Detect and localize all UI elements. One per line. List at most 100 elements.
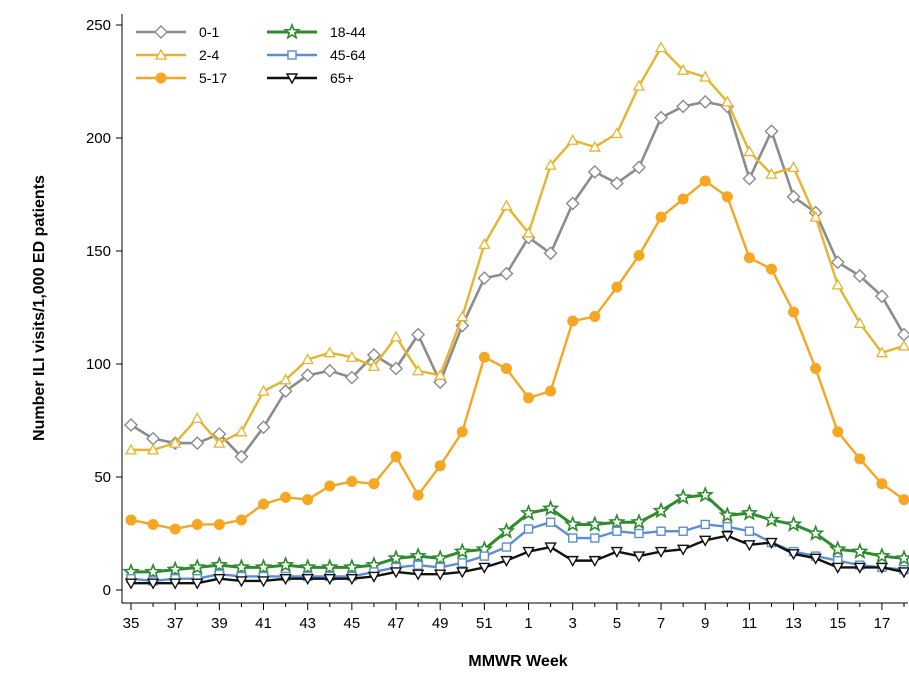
data-point	[323, 574, 336, 586]
data-point	[610, 127, 623, 139]
data-point	[743, 145, 756, 157]
data-point	[478, 351, 490, 363]
data-point	[898, 494, 909, 506]
data-point	[302, 494, 314, 506]
x-tick-label: 43	[299, 615, 316, 632]
data-point	[809, 210, 822, 222]
data-point	[588, 140, 601, 152]
y-tick-label: 200	[86, 130, 111, 147]
data-point	[389, 330, 403, 342]
data-point	[543, 246, 558, 261]
data-point	[453, 542, 472, 560]
data-point	[144, 562, 162, 580]
data-point	[830, 255, 845, 270]
data-point	[124, 443, 138, 455]
data-point	[831, 278, 844, 290]
data-point	[608, 512, 626, 530]
legend-swatch-marker	[283, 22, 301, 40]
data-point	[853, 316, 866, 328]
data-point	[256, 420, 271, 435]
data-point	[523, 392, 535, 404]
data-point	[787, 161, 800, 173]
data-point	[676, 99, 691, 114]
data-point	[721, 191, 733, 203]
data-point	[897, 567, 909, 579]
data-point	[545, 385, 557, 397]
data-point	[257, 576, 270, 588]
data-point	[213, 574, 226, 586]
data-point	[586, 515, 604, 532]
data-point	[897, 339, 909, 351]
data-point	[523, 524, 534, 534]
data-point	[634, 528, 644, 539]
data-point	[168, 578, 182, 590]
data-point	[279, 373, 292, 385]
data-point	[611, 281, 623, 293]
legend-swatch-marker	[287, 50, 297, 60]
data-point	[367, 359, 381, 371]
data-point	[258, 498, 270, 510]
legend-label: 18-44	[330, 24, 366, 40]
data-point	[852, 268, 867, 283]
data-point	[456, 567, 469, 579]
data-point	[412, 489, 424, 501]
legend-label: 45-64	[330, 47, 366, 63]
data-point	[499, 266, 514, 281]
legend-item: 45-64	[267, 47, 366, 63]
data-point	[210, 555, 229, 573]
data-point	[610, 546, 624, 559]
series-line	[131, 46, 905, 452]
data-point	[125, 514, 137, 526]
data-point	[278, 384, 293, 399]
data-point	[589, 311, 601, 323]
data-point	[674, 488, 692, 505]
x-tick-label: 13	[785, 615, 802, 632]
data-point	[367, 571, 381, 583]
legend-swatch-marker	[154, 48, 168, 60]
x-tick-label: 37	[167, 615, 184, 632]
data-point	[743, 252, 755, 264]
series-line	[131, 493, 905, 574]
data-point	[500, 555, 513, 568]
data-point	[873, 546, 891, 564]
data-point	[146, 443, 160, 455]
data-point	[545, 517, 556, 527]
data-point	[632, 551, 646, 563]
data-point	[632, 79, 646, 91]
data-point	[806, 524, 825, 541]
data-point	[169, 523, 181, 535]
data-point	[875, 562, 889, 574]
legend-item: 2-4	[136, 47, 219, 63]
data-point	[765, 537, 778, 549]
data-point	[609, 176, 624, 191]
data-point	[612, 526, 622, 536]
data-point	[677, 193, 689, 205]
data-point	[191, 578, 204, 590]
series-line	[130, 100, 906, 458]
y-tick-label: 0	[103, 582, 111, 599]
data-point	[788, 306, 800, 318]
data-point	[522, 226, 535, 238]
data-point	[478, 562, 491, 574]
data-point	[409, 546, 427, 564]
data-point	[320, 558, 339, 575]
data-point	[541, 499, 560, 517]
data-point	[588, 555, 601, 568]
data-point	[854, 453, 866, 465]
data-point	[566, 133, 579, 145]
data-point	[696, 485, 715, 503]
y-tick-label: 150	[86, 243, 111, 260]
x-tick-label: 5	[613, 615, 621, 632]
data-point	[190, 436, 205, 451]
data-point	[146, 431, 161, 446]
data-point	[764, 124, 779, 139]
data-point	[500, 363, 512, 375]
legend-swatch-marker	[155, 72, 167, 84]
data-point	[456, 310, 469, 322]
data-point	[568, 533, 578, 543]
data-point	[411, 569, 425, 581]
data-point	[630, 512, 648, 530]
x-tick-label: 3	[569, 615, 577, 632]
data-point	[721, 531, 734, 543]
data-point	[387, 549, 405, 566]
